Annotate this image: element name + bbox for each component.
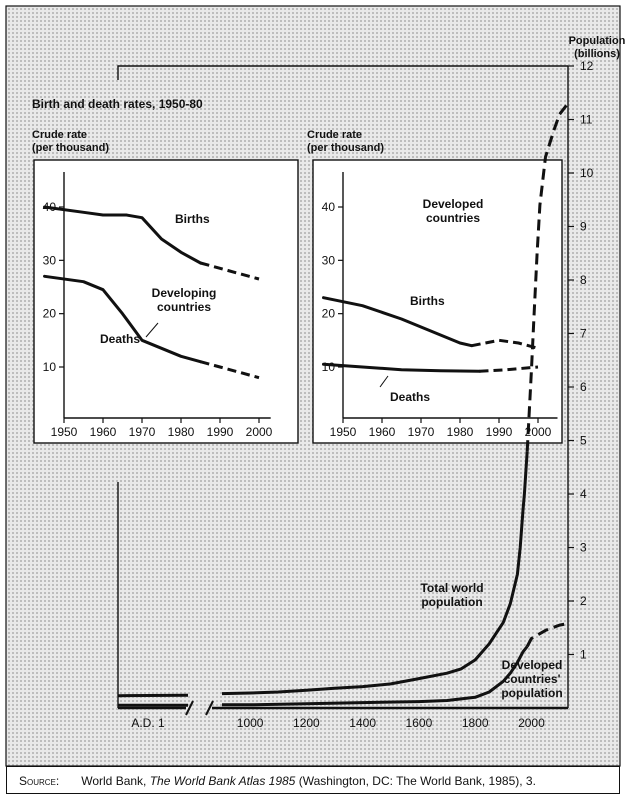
developing-y-tick-label-10: 10 — [43, 360, 57, 374]
total-population-line — [221, 451, 529, 696]
inset-title: Birth and death rates, 1950-80 — [32, 97, 203, 111]
source-title: The World Bank Atlas 1985 — [149, 774, 296, 788]
developed-x-tick-label-1980: 1980 — [447, 425, 474, 439]
total-population-label-line1: Total world — [420, 581, 483, 595]
inset-bracket — [117, 65, 568, 80]
total-population-projection — [525, 102, 570, 452]
developed-population-label-line1: Developed — [502, 658, 563, 672]
right-ylabel-line2: (per thousand) — [307, 142, 384, 154]
axis-break-mark-left — [185, 700, 194, 716]
population-y-tick-label-8: 8 — [580, 273, 587, 287]
developing-x-tick-label-1950: 1950 — [51, 425, 78, 439]
developing-deaths-line — [43, 274, 202, 364]
developed-y-tick-label-20: 20 — [322, 307, 336, 321]
developed-population-line — [222, 645, 529, 707]
source-caption: Source: World Bank, The World Bank Atlas … — [6, 766, 620, 794]
inset-developed: Developed countries Births Deaths 10 20 30… — [312, 159, 563, 444]
population-x-tick-label-1400: 1400 — [349, 716, 376, 730]
population-y-tick-label-10: 10 — [580, 166, 594, 180]
developed-population-projection — [525, 622, 569, 648]
developed-x-tick-label-1960: 1960 — [369, 425, 396, 439]
developed-births-label: Births — [410, 294, 445, 308]
developed-deaths-projection — [479, 365, 539, 373]
developing-x-tick-label-1990: 1990 — [207, 425, 234, 439]
population-y-tick-label-2: 2 — [580, 594, 587, 608]
population-x-tick-label-2000: 2000 — [518, 716, 545, 730]
total-population-label-line2: population — [421, 595, 482, 609]
population-x-tick-label-ad1: A.D. 1 — [131, 716, 165, 730]
developing-x-tick-label-2000: 2000 — [246, 425, 273, 439]
population-x-ticks: A.D. 1 1000 1200 1400 1600 1800 2000 — [131, 716, 545, 730]
total-population-line-early — [118, 693, 189, 698]
developed-deaths-line — [322, 362, 481, 373]
developed-births-line — [322, 296, 474, 348]
axis-break-mark-right — [205, 700, 214, 716]
developing-deaths-projection — [200, 360, 260, 380]
developing-deaths-label: Deaths — [100, 332, 140, 346]
population-y-tick-label-9: 9 — [580, 220, 587, 234]
source-text-before: World Bank, — [81, 774, 150, 788]
population-y-tick-label-6: 6 — [580, 380, 587, 394]
developed-deaths-leader — [379, 375, 389, 388]
population-x-tick-label-1200: 1200 — [293, 716, 320, 730]
developed-births-projection — [471, 338, 539, 350]
population-x-tick-label-1800: 1800 — [462, 716, 489, 730]
population-axis-label-line2: (billions) — [574, 48, 620, 60]
developing-y-tick-label-20: 20 — [43, 307, 57, 321]
developing-panel-label-line2: countries — [157, 300, 211, 314]
population-axis-label-line1: Population — [569, 35, 626, 47]
source-text-after: (Washington, DC: The World Bank, 1985), … — [295, 774, 536, 788]
population-lines — [118, 102, 570, 716]
developed-x-tick-label-1950: 1950 — [330, 425, 357, 439]
developed-x-tick-label-1990: 1990 — [486, 425, 513, 439]
population-y-tick-label-11: 11 — [580, 113, 593, 127]
developing-panel-label-line1: Developing — [152, 286, 217, 300]
left-ylabel-line2: (per thousand) — [32, 142, 109, 154]
developed-y-tick-label-40: 40 — [322, 200, 336, 214]
population-y-tick-label-4: 4 — [580, 487, 587, 501]
developed-population-label-line3: population — [501, 686, 562, 700]
population-x-tick-label-1000: 1000 — [237, 716, 264, 730]
developed-y-tick-label-10: 10 — [322, 360, 336, 374]
developing-x-tick-label-1960: 1960 — [90, 425, 117, 439]
right-ylabel-line1: Crude rate — [307, 129, 362, 141]
population-y-tick-label-12: 12 — [580, 59, 594, 73]
inset-developed-frame — [312, 159, 563, 444]
developing-births-line — [43, 205, 202, 265]
inset-developing: Developing countries Births Deaths 10 20 3… — [33, 159, 299, 444]
developing-y-tick-label-30: 30 — [43, 253, 57, 267]
developing-births-projection — [200, 261, 260, 281]
developing-deaths-leader — [145, 322, 159, 338]
developed-deaths-label: Deaths — [390, 390, 430, 404]
developed-panel-label-line2: countries — [426, 211, 480, 225]
inset-developing-frame — [33, 159, 299, 444]
developed-x-tick-label-2000: 2000 — [525, 425, 552, 439]
developing-births-label: Births — [175, 212, 210, 226]
developed-x-tick-label-1970: 1970 — [408, 425, 435, 439]
population-y-tick-label-5: 5 — [580, 434, 587, 448]
left-ylabel-line1: Crude rate — [32, 129, 87, 141]
developed-population-label-line2: countries' — [504, 672, 561, 686]
population-x-tick-label-1600: 1600 — [406, 716, 433, 730]
population-y-tick-label-7: 7 — [580, 327, 587, 341]
developing-x-tick-label-1970: 1970 — [129, 425, 156, 439]
population-y-tick-label-3: 3 — [580, 541, 587, 555]
population-y-tick-label-1: 1 — [580, 648, 587, 662]
developed-y-tick-label-30: 30 — [322, 253, 336, 267]
developing-x-tick-label-1980: 1980 — [168, 425, 195, 439]
source-label: Source: — [19, 774, 60, 788]
developed-panel-label-line1: Developed — [423, 197, 484, 211]
